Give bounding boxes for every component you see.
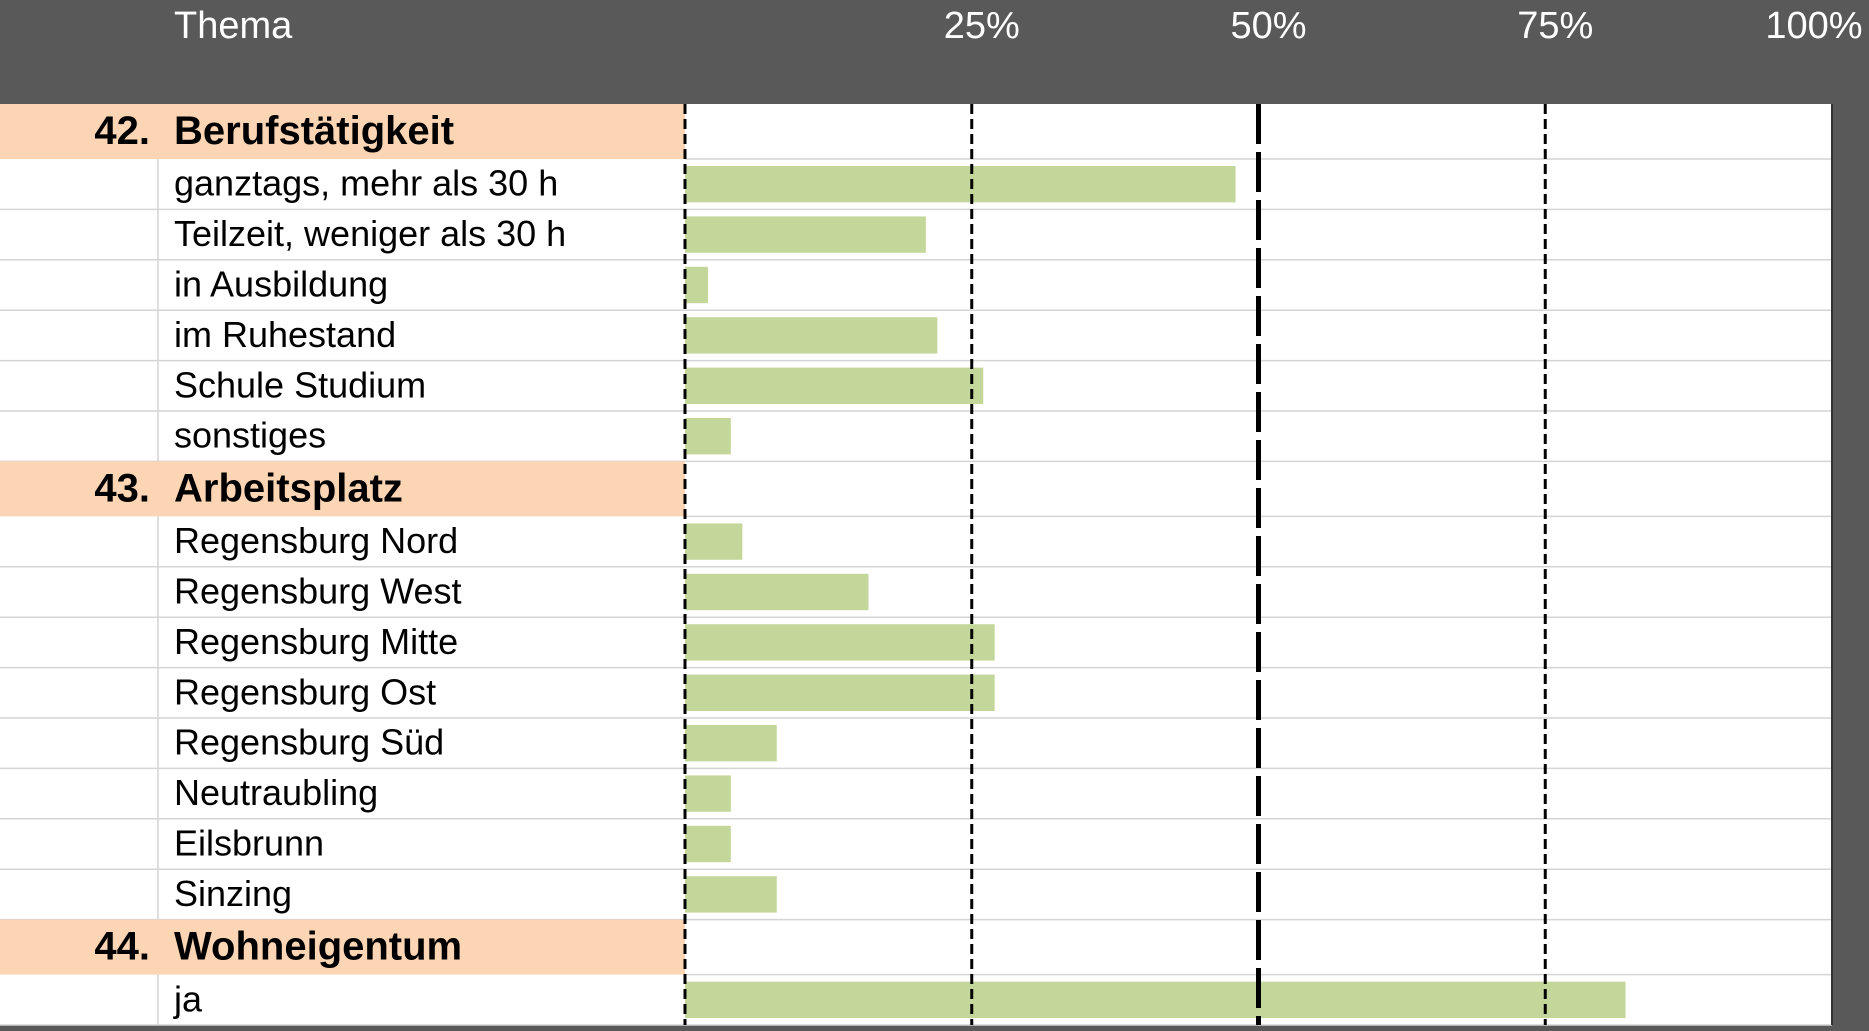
bar (685, 216, 926, 253)
row-label: ganztags, mehr als 30 h (174, 163, 558, 204)
row-label: Regensburg Süd (174, 722, 444, 763)
row-label: ja (173, 978, 203, 1019)
section-number: 43. (94, 466, 150, 510)
bar (685, 775, 731, 812)
section-title: Wohneigentum (174, 925, 462, 969)
row-label: sonstiges (174, 415, 326, 456)
x-tick-label: 75% (1517, 5, 1593, 47)
row-label: im Ruhestand (174, 314, 396, 355)
row-label: Regensburg Mitte (174, 621, 458, 662)
bar (685, 523, 743, 560)
header-title: Thema (174, 5, 293, 47)
row-label: in Ausbildung (174, 264, 388, 305)
bar (685, 725, 777, 762)
bar (685, 825, 731, 863)
bar (685, 876, 777, 913)
bar (685, 981, 1626, 1018)
row-label: Regensburg Ost (174, 671, 436, 712)
x-tick-label: 25% (944, 5, 1020, 47)
bar (685, 674, 995, 711)
row-label: Neutraubling (174, 772, 378, 813)
bar (685, 317, 938, 354)
bar (685, 367, 984, 404)
row-label: Regensburg Nord (174, 520, 458, 561)
section-number: 44. (94, 925, 150, 969)
section-title: Berufstätigkeit (174, 109, 454, 153)
x-tick-label: 50% (1230, 5, 1306, 47)
bar (685, 573, 869, 611)
section-number: 42. (94, 109, 150, 153)
section-title: Arbeitsplatz (174, 466, 403, 510)
bar (685, 624, 995, 661)
row-label: Schule Studium (174, 364, 426, 405)
bar (685, 418, 731, 455)
section-heading-bg (0, 461, 685, 517)
row-label: Eilsbrunn (174, 823, 324, 864)
row-label: Teilzeit, weniger als 30 h (174, 213, 566, 254)
row-label: Sinzing (174, 873, 292, 914)
bar (685, 166, 1236, 203)
row-label: Regensburg West (174, 571, 462, 612)
sheet (0, 104, 1832, 1025)
section-heading-bg (0, 104, 685, 159)
bar (685, 266, 708, 304)
section-heading-bg (0, 919, 685, 975)
x-tick-label: 100% (1765, 5, 1862, 47)
